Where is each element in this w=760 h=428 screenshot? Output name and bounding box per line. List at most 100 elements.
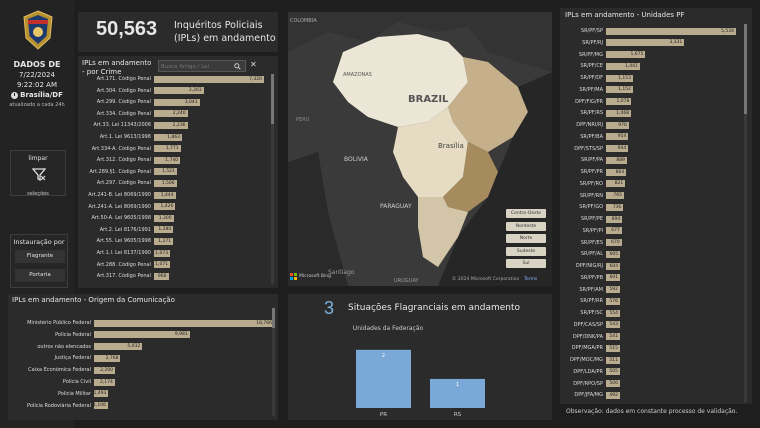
unidades-panel-row-bar[interactable]: 1,152 (606, 86, 634, 94)
crime-panel-row[interactable]: Art.297. Código Penal 1,506 (80, 179, 177, 187)
unidades-panel-row-bar[interactable]: 515 (606, 344, 620, 352)
crime-panel-row-bar[interactable]: 1,521 (154, 168, 177, 176)
unidades-panel-row[interactable]: DPF/RPO/SP 500 (562, 380, 620, 388)
unidades-panel-row-bar[interactable]: 605 (606, 250, 621, 258)
unidades-panel-row[interactable]: SR/PF/PA 889 (562, 156, 627, 164)
region-legend-sudeste[interactable]: Sudeste (506, 246, 546, 256)
crime-panel-row[interactable]: Art.334-A. Código Penal 1,771 (80, 145, 181, 153)
crime-panel-row-bar[interactable]: 1,444 (154, 191, 176, 199)
unidades-panel-row-bar[interactable]: 954 (606, 133, 629, 141)
unidades-panel-row[interactable]: SR/PF/RN 765 (562, 192, 624, 200)
crime-panel-row-bar[interactable]: 3,041 (154, 98, 200, 106)
origem-panel-row-bar[interactable]: 18,766 (94, 319, 274, 327)
unidades-panel-row[interactable]: SR/PF/SP 5,534 (562, 27, 736, 35)
origem-panel-row[interactable]: Polícia Rodoviária Federal 1,106 (10, 402, 108, 410)
origem-panel-row-bar[interactable]: 2,174 (94, 378, 115, 386)
unidades-panel-row-bar[interactable]: 821 (606, 180, 626, 188)
unidades-panel-row[interactable]: SR/PF/ES 670 (562, 239, 622, 247)
unidades-scrollbar-thumb[interactable] (744, 24, 747, 114)
origem-panel-row[interactable]: Polícia Militar 1,493 (10, 390, 109, 398)
crime-panel-row-bar[interactable]: 1,863 (154, 133, 183, 141)
unidades-panel-row-bar[interactable]: 765 (606, 192, 624, 199)
unidades-panel-row[interactable]: DPF/NIG/RJ 604 (562, 262, 621, 270)
crime-panel-row-bar[interactable]: 1,740 (154, 156, 181, 164)
unidades-panel-row[interactable]: DPF/STS/SP 944 (562, 145, 629, 153)
unidades-panel-row-bar[interactable]: 944 (606, 145, 629, 152)
crime-panel-row-bar[interactable]: 3,303 (154, 87, 204, 95)
unidades-panel-row-bar[interactable]: 736 (606, 203, 624, 211)
unidades-panel-row-bar[interactable]: 592 (606, 286, 620, 293)
uf-bar-pr[interactable] (356, 349, 411, 408)
crime-panel-row[interactable]: Art.2. Lei 8176/1991 1,280 (80, 226, 174, 234)
unidades-panel-row-bar[interactable]: 694 (606, 215, 623, 223)
unidades-scrollbar[interactable] (744, 24, 747, 402)
unidades-panel-row[interactable]: SR/PF/BA 954 (562, 133, 629, 141)
brazil-map[interactable]: COLOMBIA AMAZONAS BRAZIL PERU BOLIVIA PA… (288, 12, 552, 286)
crime-panel-row-bar[interactable]: 2,240 (154, 110, 188, 118)
unidades-panel-row[interactable]: SR/PF/RO 821 (562, 180, 626, 188)
unidades-panel-row[interactable]: SR/PF/PR 864 (562, 168, 627, 176)
crime-panel-row[interactable]: Art.288. Código Penal 1,071 (80, 261, 171, 269)
unidades-panel-row-bar[interactable]: 677 (606, 227, 622, 235)
unidades-panel-row[interactable]: DPF/MGA/PR 515 (562, 344, 620, 352)
unidades-panel-row-bar[interactable]: 1,078 (606, 98, 632, 105)
unidades-panel-row-bar[interactable]: 1,675 (606, 51, 646, 58)
unidades-panel-row-bar[interactable]: 670 (606, 239, 622, 246)
unidades-panel-row[interactable]: SR/PF/RR 576 (562, 297, 620, 305)
unidades-panel-row-bar[interactable]: 601 (606, 274, 621, 282)
unidades-panel-row-bar[interactable]: 5,534 (606, 27, 736, 35)
crime-panel-row[interactable]: Art.312. Código Penal 1,740 (80, 156, 181, 164)
unidades-panel-row[interactable]: SR/PF/AL 605 (562, 250, 621, 258)
unidades-panel-row[interactable]: SR/PF/MA 1,152 (562, 86, 634, 94)
unidades-panel-row[interactable]: DPF/MOC/MG 511 (562, 356, 620, 364)
uf-bar-rs[interactable] (430, 378, 485, 408)
crime-panel-row-bar[interactable]: 1,426 (154, 203, 176, 211)
unidades-panel-row-bar[interactable]: 1,441 (606, 62, 640, 70)
crime-panel-row[interactable]: Art.1. Lei 9613/1998 1,863 (80, 133, 183, 141)
unidades-panel-row-bar[interactable]: 864 (606, 168, 627, 176)
crime-panel-row-bar[interactable]: 2,236 (154, 121, 188, 129)
crime-panel-row[interactable]: Art.289.§1. Código Penal 1,521 (80, 168, 177, 176)
crime-panel-row[interactable]: Art.241-A. Lei 8069/1990 1,426 (80, 203, 176, 211)
unidades-panel-row[interactable]: SR/PF/CE 1,441 (562, 62, 640, 70)
unidades-panel-row-bar[interactable]: 541 (606, 333, 620, 340)
origem-scrollbar[interactable] (272, 308, 275, 416)
crime-search-input[interactable] (161, 62, 231, 71)
origem-panel-row-bar[interactable]: 9,981 (94, 331, 190, 339)
unidades-panel-row-bar[interactable]: 576 (606, 297, 620, 305)
unidades-panel-row-bar[interactable]: 554 (606, 309, 620, 317)
unidades-panel-row[interactable]: SR/PF/RJ 3,331 (562, 39, 685, 47)
crime-panel-row[interactable]: Art.55. Lei 9605/1998 1,271 (80, 237, 174, 245)
search-icon[interactable] (234, 63, 241, 70)
unidades-panel-row[interactable]: SR/PF/PB 601 (562, 274, 621, 282)
crime-panel-row[interactable]: Art.33. Lei 11343/2006 2,236 (80, 121, 188, 129)
unidades-panel-row[interactable]: SR/PF/DF 1,153 (562, 74, 634, 82)
origem-panel-row-bar[interactable]: 2,200 (94, 366, 116, 374)
unidades-panel-row-bar[interactable]: 3,331 (606, 39, 685, 47)
crime-panel-row-bar[interactable]: 1,300 (154, 214, 174, 222)
crime-panel-row-bar[interactable]: 1,506 (154, 179, 177, 187)
origem-panel-row-bar[interactable]: 2,768 (94, 354, 121, 362)
unidades-panel-row[interactable]: DPF/LDA/PR 505 (562, 368, 620, 376)
origem-panel-row[interactable]: Ministério Público Federal 18,766 (10, 319, 274, 327)
origem-panel-row[interactable]: Polícia Civil 2,174 (10, 378, 115, 386)
unidades-panel-row[interactable]: SR/PF/GO 736 (562, 203, 624, 211)
origem-panel-row-bar[interactable]: 1,106 (93, 402, 108, 410)
region-legend-centro-oeste[interactable]: Centro-Oeste (506, 209, 546, 218)
unidades-panel-row-bar[interactable]: 543 (606, 321, 620, 329)
unidades-panel-row[interactable]: SR/PF/SC 554 (562, 309, 620, 317)
region-legend-norte[interactable]: Norte (506, 234, 546, 243)
crime-scrollbar-thumb[interactable] (271, 74, 274, 124)
crime-panel-row[interactable]: Art.299. Código Penal 3,041 (80, 98, 200, 106)
unidades-panel-row-bar[interactable]: 511 (606, 356, 620, 364)
origem-panel-row[interactable]: Caixa Econômica Federal 2,200 (10, 366, 116, 374)
crime-panel-row-bar[interactable]: 1,280 (154, 226, 174, 234)
crime-panel-row[interactable]: Art.334. Código Penal 2,240 (80, 110, 188, 118)
unidades-panel-row[interactable]: DPF/JFA/MG 492 (562, 391, 620, 399)
crime-panel-row[interactable]: Art.171. Código Penal 7,320 (80, 75, 264, 83)
unidades-panel-row[interactable]: SR/PF/MG 1,675 (562, 51, 646, 59)
crime-panel-row-bar[interactable]: 7,320 (154, 75, 264, 83)
crime-panel-row-bar[interactable]: 1,271 (154, 237, 174, 245)
map-terms-link[interactable]: Terms (524, 277, 538, 282)
crime-panel-row[interactable]: Art.50-A. Lei 9605/1998 1,300 (80, 214, 174, 222)
